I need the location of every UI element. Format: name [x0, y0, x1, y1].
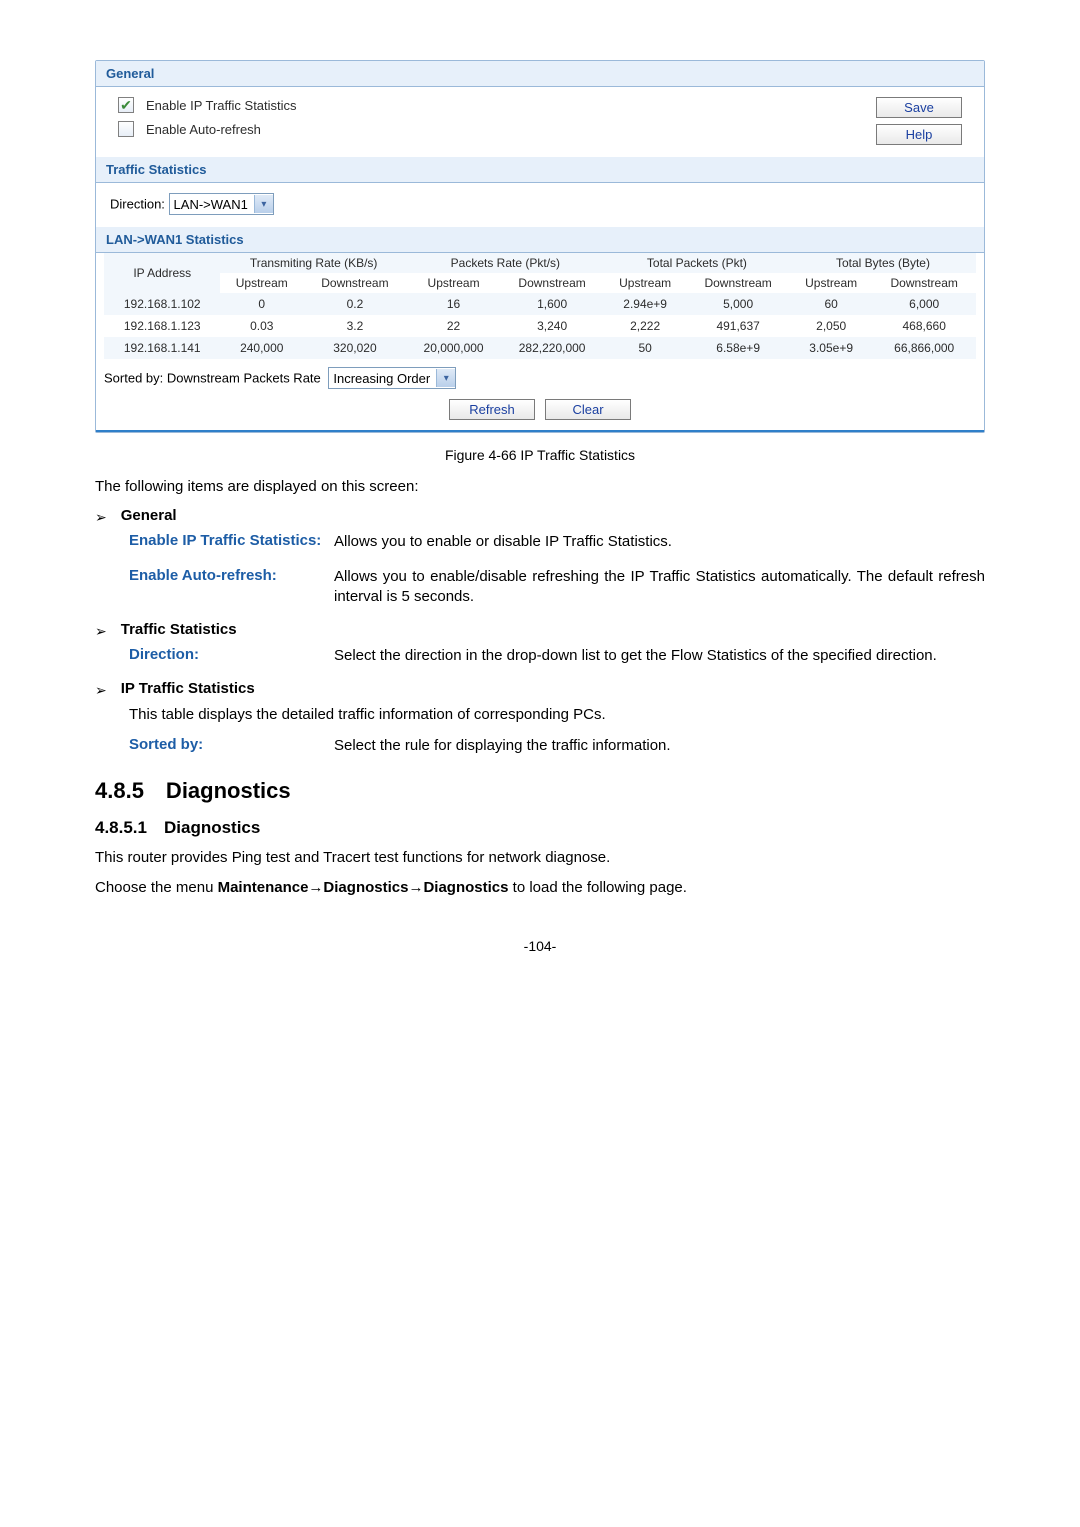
cell: 2,050	[790, 315, 872, 337]
stats-table-wrap: IP Address Transmiting Rate (KB/s) Packe…	[96, 253, 984, 430]
lanwan-header: LAN->WAN1 Statistics	[96, 227, 984, 253]
cell: 6.58e+9	[686, 337, 790, 359]
intro-line: The following items are displayed on thi…	[95, 477, 985, 497]
sub-h: Downstream	[500, 273, 604, 293]
sub-h: Upstream	[407, 273, 501, 293]
cell: 6,000	[872, 293, 976, 315]
def-direction-label: Direction:	[129, 646, 334, 663]
cell: 320,020	[303, 337, 407, 359]
general-header: General	[96, 61, 984, 87]
cell: 5,000	[686, 293, 790, 315]
stats-table: IP Address Transmiting Rate (KB/s) Packe…	[104, 253, 976, 359]
triangle-icon: ➢	[95, 623, 107, 640]
sub-h: Downstream	[686, 273, 790, 293]
sorted-row: Sorted by: Downstream Packets Rate Incre…	[104, 359, 976, 393]
cell: 22	[407, 315, 501, 337]
traffic-header: Traffic Statistics	[96, 157, 984, 183]
subheading-diagnostics: 4.8.5.1 Diagnostics	[95, 818, 985, 838]
enable-ip-label: Enable IP Traffic Statistics	[146, 98, 297, 113]
table-row: 192.168.1.102 0 0.2 16 1,600 2.94e+9 5,0…	[104, 293, 976, 315]
section-iptraffic: IP Traffic Statistics	[121, 680, 255, 697]
direction-select[interactable]: LAN->WAN1 ▾	[169, 193, 274, 215]
cell: 2.94e+9	[604, 293, 686, 315]
settings-panel: General ✔ Enable IP Traffic Statistics E…	[95, 60, 985, 433]
cell: 0.03	[220, 315, 303, 337]
cell: 3.05e+9	[790, 337, 872, 359]
col-pkt: Packets Rate (Pkt/s)	[407, 253, 604, 273]
cell: 50	[604, 337, 686, 359]
sub-h: Upstream	[604, 273, 686, 293]
def-enable-ip-label: Enable IP Traffic Statistics:	[129, 532, 334, 549]
sort-order-value: Increasing Order	[333, 371, 430, 386]
cell: 20,000,000	[407, 337, 501, 359]
def-enable-ip-text: Allows you to enable or disable IP Traff…	[334, 532, 985, 552]
chevron-down-icon: ▾	[254, 195, 273, 213]
diag-p2-post: to load the following page.	[508, 879, 686, 896]
direction-value: LAN->WAN1	[174, 197, 248, 212]
sub-h: Upstream	[790, 273, 872, 293]
def-auto-label: Enable Auto-refresh:	[129, 567, 334, 584]
direction-row: Direction: LAN->WAN1 ▾	[96, 183, 984, 227]
cell: 240,000	[220, 337, 303, 359]
enable-auto-label: Enable Auto-refresh	[146, 122, 261, 137]
figure-caption: Figure 4-66 IP Traffic Statistics	[95, 447, 985, 463]
section-general: General	[121, 507, 177, 524]
table-row: 192.168.1.123 0.03 3.2 22 3,240 2,222 49…	[104, 315, 976, 337]
cell: 2,222	[604, 315, 686, 337]
cell: 192.168.1.141	[104, 337, 220, 359]
cell: 0	[220, 293, 303, 315]
cell: 192.168.1.102	[104, 293, 220, 315]
cell: 282,220,000	[500, 337, 604, 359]
enable-auto-row: Enable Auto-refresh	[118, 121, 297, 137]
cell: 16	[407, 293, 501, 315]
heading-diagnostics: 4.8.5 Diagnostics	[95, 778, 985, 804]
blue-divider	[96, 430, 984, 432]
cell: 3.2	[303, 315, 407, 337]
section-traffic: Traffic Statistics	[121, 621, 237, 638]
def-auto-text: Allows you to enable/disable refreshing …	[334, 567, 985, 608]
enable-auto-checkbox[interactable]	[118, 121, 134, 137]
diag-p1: This router provides Ping test and Trace…	[95, 848, 985, 868]
col-trans: Transmiting Rate (KB/s)	[220, 253, 406, 273]
sort-order-select[interactable]: Increasing Order ▾	[328, 367, 456, 389]
refresh-button[interactable]: Refresh	[449, 399, 535, 420]
cell: 0.2	[303, 293, 407, 315]
cell: 192.168.1.123	[104, 315, 220, 337]
clear-button[interactable]: Clear	[545, 399, 631, 420]
sorted-label: Sorted by: Downstream Packets Rate	[104, 371, 321, 386]
sub-h: Downstream	[872, 273, 976, 293]
def-direction-text: Select the direction in the drop-down li…	[334, 646, 985, 666]
table-row: 192.168.1.141 240,000 320,020 20,000,000…	[104, 337, 976, 359]
help-button[interactable]: Help	[876, 124, 962, 145]
direction-label: Direction:	[110, 197, 165, 212]
cell: 491,637	[686, 315, 790, 337]
page-number: -104-	[95, 938, 985, 954]
chevron-down-icon: ▾	[436, 369, 455, 387]
diag-p2-bold: Maintenance→Diagnostics→Diagnostics	[218, 879, 509, 896]
diag-p2-pre: Choose the menu	[95, 879, 218, 896]
cell: 3,240	[500, 315, 604, 337]
iptraffic-text: This table displays the detailed traffic…	[129, 705, 985, 725]
triangle-icon: ➢	[95, 509, 107, 526]
col-totalpkt: Total Packets (Pkt)	[604, 253, 790, 273]
enable-ip-checkbox[interactable]: ✔	[118, 97, 134, 113]
def-sorted-text: Select the rule for displaying the traff…	[334, 736, 985, 756]
col-bytes: Total Bytes (Byte)	[790, 253, 976, 273]
sub-h: Downstream	[303, 273, 407, 293]
sub-h: Upstream	[220, 273, 303, 293]
save-button[interactable]: Save	[876, 97, 962, 118]
cell: 60	[790, 293, 872, 315]
cell: 468,660	[872, 315, 976, 337]
cell: 1,600	[500, 293, 604, 315]
diag-p2: Choose the menu Maintenance→Diagnostics→…	[95, 878, 985, 898]
enable-ip-row: ✔ Enable IP Traffic Statistics	[118, 97, 297, 113]
triangle-icon: ➢	[95, 682, 107, 699]
general-body: ✔ Enable IP Traffic Statistics Enable Au…	[96, 87, 984, 157]
cell: 66,866,000	[872, 337, 976, 359]
col-ip: IP Address	[104, 253, 220, 293]
def-sorted-label: Sorted by:	[129, 736, 334, 753]
